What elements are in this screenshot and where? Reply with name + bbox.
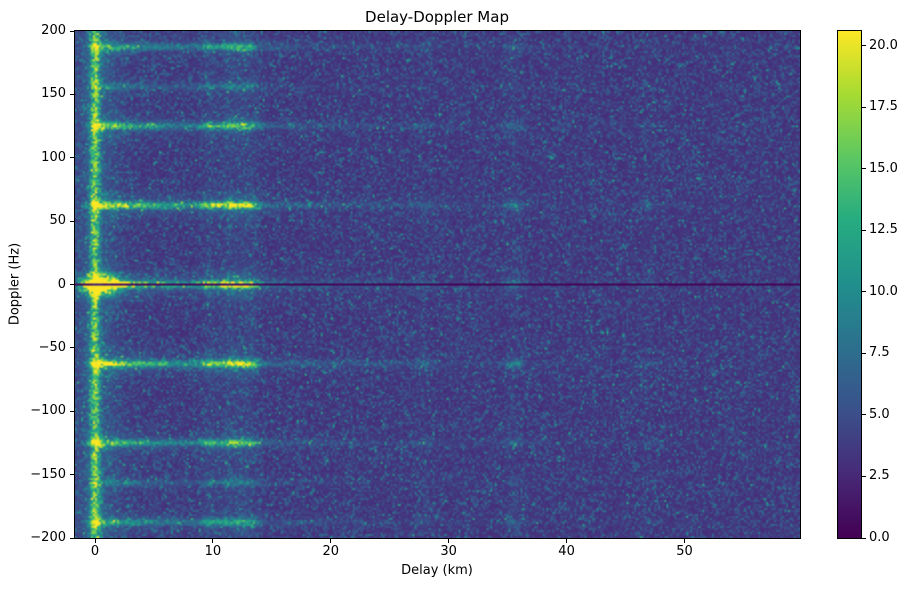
x-tick-label: 0: [90, 544, 100, 559]
y-tick-mark: [70, 284, 74, 285]
x-tick-mark: [566, 539, 568, 543]
x-tick-label: 50: [676, 544, 693, 559]
x-axis-label: Delay (km): [401, 563, 473, 578]
colorbar-tick-mark: [862, 291, 866, 293]
y-tick-mark: [70, 410, 74, 412]
colorbar-tick-mark: [862, 475, 866, 477]
colorbar-tick-mark: [862, 352, 866, 354]
x-tick-label: 20: [322, 544, 340, 559]
colorbar-tick-mark: [862, 106, 866, 108]
chart-title: Delay-Doppler Map: [365, 8, 509, 26]
y-tick-label: −50: [38, 339, 66, 355]
x-tick-mark: [212, 539, 214, 543]
colorbar-tick-label: 2.5: [869, 468, 890, 484]
colorbar: [837, 30, 862, 539]
x-tick-mark: [448, 539, 450, 543]
y-tick-label: −100: [30, 403, 66, 419]
plot-area: [74, 30, 801, 539]
y-tick-label: 0: [57, 276, 66, 292]
x-tick-label: 10: [204, 544, 222, 559]
colorbar-tick-label: 20.0: [869, 37, 898, 53]
x-tick-mark: [683, 539, 685, 543]
colorbar-tick-mark: [862, 537, 866, 539]
y-tick-label: −150: [30, 466, 66, 482]
colorbar-tick-label: 7.5: [869, 345, 890, 361]
colorbar-tick-label: 17.5: [869, 99, 898, 115]
colorbar-tick-label: 15.0: [869, 160, 898, 176]
x-tick-label: 40: [558, 544, 575, 559]
y-tick-label: 100: [41, 149, 66, 165]
colorbar-tick-label: 0.0: [869, 530, 890, 545]
y-tick-mark: [70, 93, 74, 95]
heatmap-canvas: [75, 31, 800, 538]
y-tick-mark: [70, 30, 74, 32]
y-tick-label: 150: [41, 86, 66, 102]
colorbar-tick-label: 10.0: [869, 283, 898, 299]
colorbar-tick-mark: [862, 229, 866, 231]
x-tick-mark: [330, 539, 332, 543]
colorbar-tick-mark: [862, 168, 866, 170]
colorbar-tick-label: 12.5: [869, 222, 898, 238]
colorbar-tick-mark: [862, 414, 866, 416]
x-tick-mark: [94, 539, 96, 543]
colorbar-canvas: [838, 31, 861, 538]
y-tick-label: 50: [49, 213, 66, 229]
y-tick-label: 200: [41, 23, 66, 38]
colorbar-tick-label: 5.0: [869, 406, 890, 422]
colorbar-tick-mark: [862, 45, 866, 47]
y-tick-mark: [70, 537, 74, 539]
y-tick-label: −200: [30, 530, 66, 545]
y-tick-mark: [70, 474, 74, 476]
y-tick-mark: [70, 220, 74, 222]
x-tick-label: 30: [440, 544, 457, 559]
y-tick-mark: [70, 157, 74, 159]
y-tick-mark: [70, 347, 74, 349]
